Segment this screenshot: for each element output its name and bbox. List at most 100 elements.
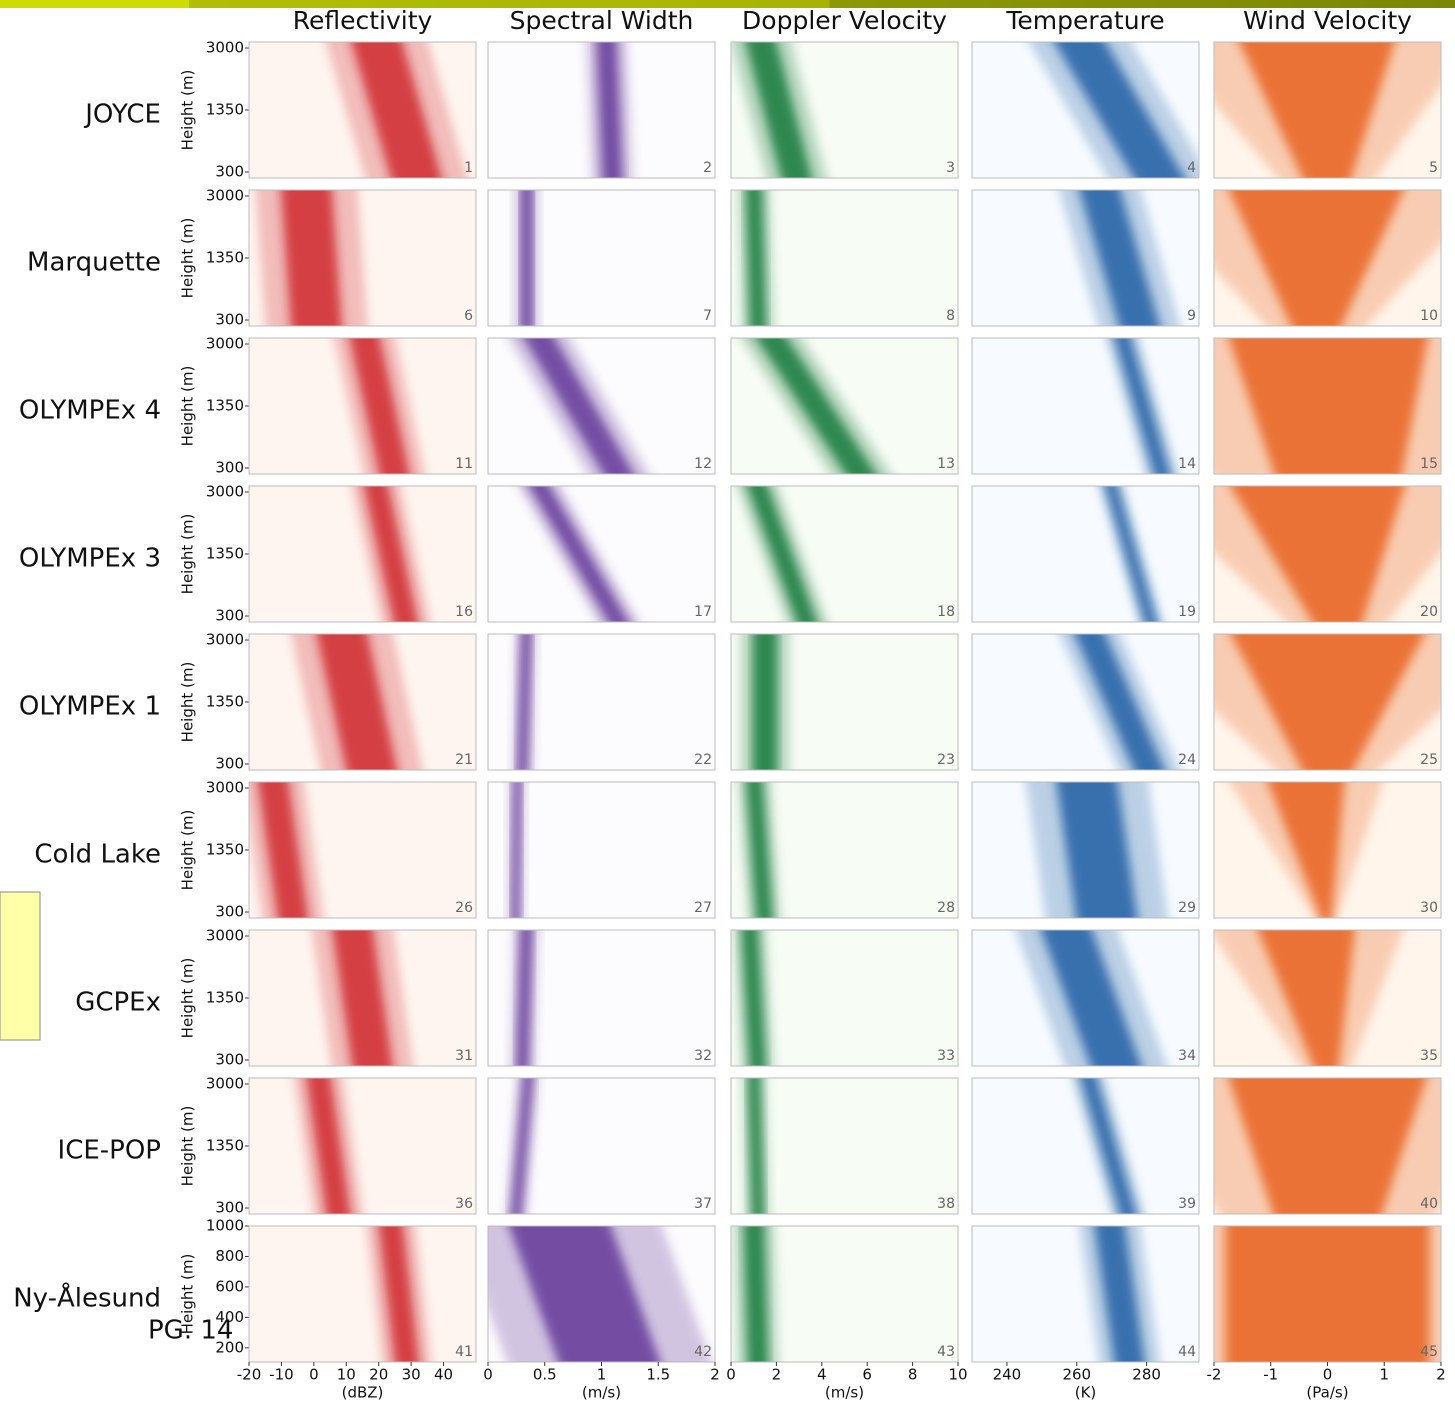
x-tick-label: 0.5 xyxy=(533,1366,557,1384)
x-tick-label: 8 xyxy=(908,1366,918,1384)
row-label: OLYMPEx 4 xyxy=(19,396,161,426)
y-tick-label: 3000 xyxy=(206,1075,244,1093)
panel-number: 36 xyxy=(455,1196,473,1212)
panel-number: 42 xyxy=(694,1344,712,1360)
panel-number: 19 xyxy=(1178,604,1196,620)
panel-number: 25 xyxy=(1420,752,1438,768)
panel-number: 27 xyxy=(694,900,712,916)
panel-number: 43 xyxy=(937,1344,955,1360)
row-label: GCPEx xyxy=(75,988,161,1018)
row-label: ICE-POP xyxy=(58,1136,161,1166)
y-tick-label: 300 xyxy=(215,903,244,921)
x-tick-label: 240 xyxy=(993,1366,1022,1384)
row-label: Cold Lake xyxy=(34,840,161,870)
panel-number: 14 xyxy=(1178,456,1196,472)
y-tick-label: 600 xyxy=(215,1277,244,1295)
panel-number: 28 xyxy=(937,900,955,916)
x-unit-label: (K) xyxy=(1075,1384,1097,1402)
row-label: Marquette xyxy=(27,248,161,278)
panel-number: 16 xyxy=(455,604,473,620)
y-tick-label: 300 xyxy=(215,163,244,181)
panel-number: 4 xyxy=(1187,160,1196,176)
panel-number: 41 xyxy=(455,1344,473,1360)
density-core xyxy=(520,180,532,336)
y-tick-label: 300 xyxy=(215,311,244,329)
panel-number: 18 xyxy=(937,604,955,620)
panel-number: 1 xyxy=(464,160,473,176)
y-tick-label: 3000 xyxy=(206,39,244,57)
x-tick-label: 0 xyxy=(726,1366,736,1384)
y-tick-label: 3000 xyxy=(206,779,244,797)
x-tick-label: 10 xyxy=(948,1366,967,1384)
panel-number: 33 xyxy=(937,1048,955,1064)
x-tick-label: 2 xyxy=(710,1366,720,1384)
y-tick-label: 1350 xyxy=(206,249,244,267)
panel-heatmap xyxy=(1024,772,1169,928)
panel-number: 21 xyxy=(455,752,473,768)
y-tick-label: 300 xyxy=(215,1051,244,1069)
panel-heatmap xyxy=(741,624,790,780)
y-tick-label: 1350 xyxy=(206,397,244,415)
panel-number: 31 xyxy=(455,1048,473,1064)
x-unit-label: (m/s) xyxy=(825,1384,864,1402)
y-tick-label: 3000 xyxy=(206,927,244,945)
y-axis-label: Height (m) xyxy=(179,958,197,1039)
x-tick-label: 10 xyxy=(337,1366,356,1384)
x-tick-label: 4 xyxy=(817,1366,827,1384)
panel-bg xyxy=(972,486,1199,622)
x-tick-label: 0 xyxy=(483,1366,493,1384)
panel-number: 29 xyxy=(1178,900,1196,916)
panel-heatmap xyxy=(255,180,368,336)
panel-heatmap xyxy=(510,920,539,1076)
panel-number: 20 xyxy=(1420,604,1438,620)
row-label: JOYCE xyxy=(83,100,161,130)
panel-number: 35 xyxy=(1420,1048,1438,1064)
row-label: OLYMPEx 1 xyxy=(19,692,161,722)
panel-number: 8 xyxy=(946,308,955,324)
panel-number: 2 xyxy=(703,160,712,176)
x-tick-label: 260 xyxy=(1062,1366,1091,1384)
column-title: Reflectivity xyxy=(293,6,433,35)
y-tick-label: 1350 xyxy=(206,545,244,563)
panel-number: 7 xyxy=(703,308,712,324)
y-tick-label: 3000 xyxy=(206,187,244,205)
panel-number: 5 xyxy=(1429,160,1438,176)
panel-number: 17 xyxy=(694,604,712,620)
x-tick-label: 40 xyxy=(434,1366,453,1384)
column-title: Temperature xyxy=(1005,6,1164,35)
panel-number: 30 xyxy=(1420,900,1438,916)
x-tick-label: -2 xyxy=(1207,1366,1222,1384)
figure: Reflectivity Spectral Width Doppler Veloci… xyxy=(0,0,1455,1402)
note-box xyxy=(0,892,40,1040)
column-title: Doppler Velocity xyxy=(742,6,947,35)
row-label: OLYMPEx 3 xyxy=(19,544,161,574)
y-tick-label: 1350 xyxy=(206,841,244,859)
panel-heatmap xyxy=(733,1216,778,1372)
panel-number: 45 xyxy=(1420,1344,1438,1360)
panel-number: 15 xyxy=(1420,456,1438,472)
x-tick-label: 280 xyxy=(1132,1366,1161,1384)
y-axis-label: Height (m) xyxy=(179,218,197,299)
panel-bg xyxy=(249,1226,476,1362)
x-unit-label: (m/s) xyxy=(582,1384,621,1402)
y-tick-label: 1350 xyxy=(206,693,244,711)
y-tick-label: 300 xyxy=(215,755,244,773)
panel-number: 38 xyxy=(937,1196,955,1212)
x-tick-label: 1.5 xyxy=(646,1366,670,1384)
panel-number: 22 xyxy=(694,752,712,768)
y-tick-label: 1350 xyxy=(206,1137,244,1155)
y-axis-label: Height (m) xyxy=(179,662,197,743)
panel-number: 10 xyxy=(1420,308,1438,324)
page-label: PG. 14 xyxy=(148,1316,233,1346)
panel-heatmap xyxy=(741,1068,770,1224)
panel-number: 32 xyxy=(694,1048,712,1064)
x-tick-label: -20 xyxy=(237,1366,262,1384)
x-unit-label: (Pa/s) xyxy=(1306,1384,1348,1402)
x-tick-label: 0 xyxy=(309,1366,319,1384)
column-title: Spectral Width xyxy=(510,6,694,35)
y-tick-label: 1350 xyxy=(206,101,244,119)
y-axis-label: Height (m) xyxy=(179,514,197,595)
density-core xyxy=(1225,1216,1429,1372)
x-tick-label: 2 xyxy=(772,1366,782,1384)
panel-heatmap xyxy=(514,180,539,336)
